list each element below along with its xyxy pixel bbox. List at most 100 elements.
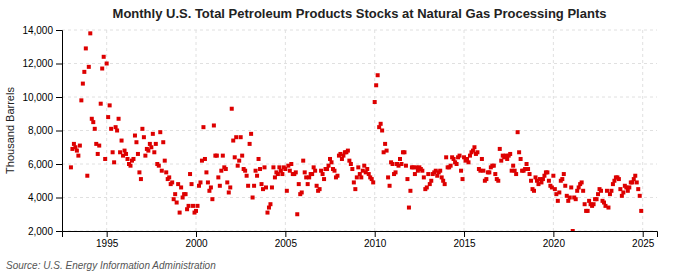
point (371, 180, 375, 184)
point (571, 229, 575, 231)
point (124, 152, 128, 156)
point (134, 140, 138, 144)
point (188, 172, 192, 176)
point (609, 189, 613, 193)
point (99, 102, 103, 106)
point (405, 177, 409, 181)
point (271, 165, 275, 169)
point (75, 149, 79, 153)
point (617, 177, 621, 181)
point (633, 174, 637, 178)
point (163, 159, 167, 163)
point (391, 162, 395, 166)
point (580, 180, 584, 184)
grid-line (62, 63, 657, 64)
y-axis-title: Thousand Barrels (4, 87, 16, 174)
point (249, 132, 253, 136)
point (151, 132, 155, 136)
point (69, 165, 73, 169)
point (239, 135, 243, 139)
point (268, 202, 272, 206)
point (164, 170, 168, 174)
tick-label: 10,000 (22, 92, 53, 103)
point (560, 177, 564, 181)
point (636, 187, 640, 191)
point (493, 172, 497, 176)
point (170, 180, 174, 184)
point (84, 46, 88, 50)
point (93, 127, 97, 131)
point (102, 55, 106, 59)
tick-label: 1995 (96, 238, 119, 249)
tick-label: 2020 (543, 238, 566, 249)
point (257, 157, 261, 161)
y-axis: 2,0004,0006,0008,00010,00012,00014,000 (22, 25, 62, 237)
point (236, 164, 240, 168)
point (96, 152, 100, 156)
point (225, 180, 229, 184)
point (209, 185, 213, 189)
point (258, 167, 262, 171)
point (140, 127, 144, 131)
point (376, 73, 380, 77)
point (526, 167, 530, 171)
tick-mark (56, 198, 62, 199)
point (260, 182, 264, 186)
tick: 2010 (364, 231, 387, 249)
point (233, 155, 237, 159)
point (443, 182, 447, 186)
tick-mark (56, 231, 62, 232)
point (297, 182, 301, 186)
grid-line (62, 130, 657, 131)
x-axis: 1995200020052010201520202025 (63, 231, 658, 249)
point (143, 154, 147, 158)
tick: 2005 (275, 231, 298, 249)
point (359, 175, 363, 179)
point (313, 169, 317, 173)
point (137, 170, 141, 174)
tick-label: 12,000 (22, 58, 53, 69)
point (621, 190, 625, 194)
point (553, 187, 557, 191)
point (264, 185, 268, 189)
grid-line (62, 164, 657, 165)
point (224, 167, 228, 171)
point (335, 174, 339, 178)
point (234, 135, 238, 139)
point (547, 179, 551, 183)
point (187, 204, 191, 208)
grid-line (642, 30, 643, 231)
point (190, 182, 194, 186)
point (498, 147, 502, 151)
grid-line (62, 97, 657, 98)
point (221, 154, 225, 158)
point (525, 162, 529, 166)
tick-label: 4,000 (28, 192, 53, 203)
point (475, 150, 479, 154)
point (426, 172, 430, 176)
point (109, 127, 113, 131)
point (301, 159, 305, 163)
grid (62, 30, 657, 231)
point (517, 150, 521, 154)
point (528, 172, 532, 176)
tick: 2,000 (28, 226, 62, 237)
point (248, 142, 252, 146)
point (408, 189, 412, 193)
point (198, 180, 202, 184)
point (581, 189, 585, 193)
point (639, 209, 643, 213)
point (230, 107, 234, 111)
point (514, 172, 518, 176)
points (69, 31, 643, 231)
point (111, 150, 115, 154)
point (449, 164, 453, 168)
point (459, 169, 463, 173)
point (237, 159, 241, 163)
point (574, 197, 578, 201)
point (178, 211, 182, 215)
point (321, 172, 325, 176)
point (280, 172, 284, 176)
point (551, 174, 555, 178)
title: Monthly U.S. Total Petroleum Products St… (113, 6, 607, 21)
